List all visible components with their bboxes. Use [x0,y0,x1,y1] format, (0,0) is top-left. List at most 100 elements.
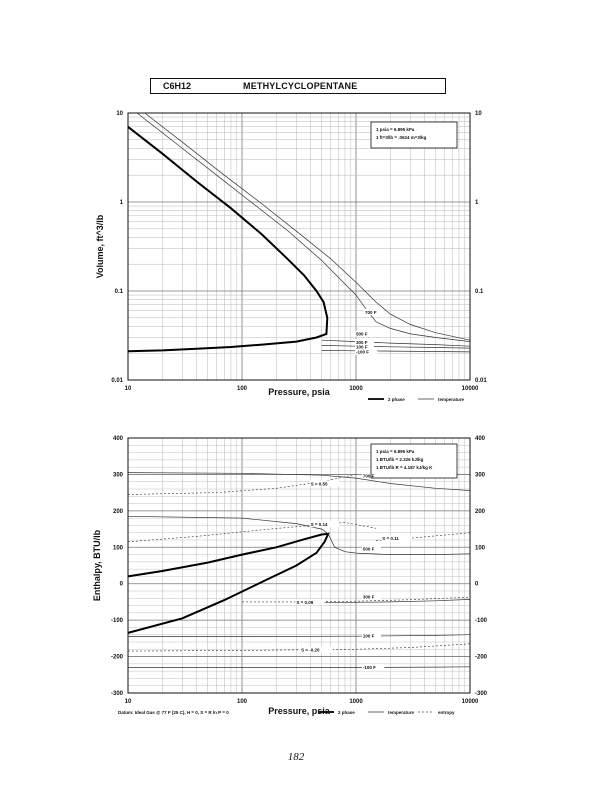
y-tick-label-right: 0.1 [475,289,484,295]
y-tick-label: 200 [113,509,124,515]
legend-label: temperature [438,397,465,402]
y-tick-label-right: 200 [475,509,486,515]
series-line-s-0-55 [127,474,357,495]
series-line-500-f [127,515,471,555]
x-axis-title: Pressure, psia [268,706,331,716]
y-tick-label-right: -300 [475,691,488,697]
curve-label-bg [361,632,381,639]
curve-label-bg [355,330,374,337]
y-tick-label-right: 1 [475,200,479,206]
y-tick-label: -100 [111,618,124,624]
series-line-s-0-14 [127,522,377,543]
chemical-formula: C6H12 [163,81,192,91]
curve-label-bg [309,480,339,487]
y-tick-label-right: -200 [475,655,488,661]
x-tick-label: 1000 [349,386,363,392]
legend-label: 2 phase [338,710,355,715]
curve-label: S = 0.09 [296,600,313,605]
curve-label: 500 F [356,332,368,337]
curve-label: S = 0.55 [311,481,328,486]
y-tick-label: 0 [120,582,124,588]
curve-label: 500 F [363,547,375,552]
y-axis-title: Enthalpy, BTU/lb [92,529,102,601]
x-tick-label: 10 [125,386,132,392]
curve-label: -100 F [363,665,376,670]
series-line--100-f [321,350,471,353]
y-tick-label: 1 [120,200,124,206]
y-tick-label-right: 100 [475,545,486,551]
curve-label-bg [355,348,378,355]
curve-label: 100 F [363,634,375,639]
y-tick-label-right: -100 [475,618,488,624]
y-tick-label-right: 10 [475,111,482,117]
x-tick-label: 100 [237,386,248,392]
curve-label: 100 F [356,345,368,350]
curve-label-bg [381,535,411,541]
curve-label: S = -0.20 [301,647,320,652]
x-tick-label: 10000 [462,699,479,705]
y-tick-label: 400 [113,436,124,442]
curve-label-bg [355,338,374,345]
legend-label: entropy [438,710,455,715]
series-line-700-f [144,112,471,341]
chart-1 [127,112,471,400]
y-tick-label-right: 300 [475,472,486,478]
y-tick-label: 0.01 [111,378,123,384]
y-tick-label: 10 [116,111,123,117]
y-tick-label: -300 [111,691,124,697]
y-tick-label-right: 0 [475,582,479,588]
conversion-box [370,121,458,149]
curve-label-bg [361,545,381,552]
plot-frame [127,437,471,694]
x-tick-label: 1000 [349,699,363,705]
conversion-text: 1 psia = 6.895 kPa [376,127,415,132]
series-line-100-f [321,345,471,349]
page-number: 182 [287,751,305,763]
title-box: C6H12 METHYLCYCLOPENTANE [150,78,446,94]
x-tick-label: 10000 [462,386,479,392]
conversion-text: 1 ft^3/lb = .0624 m^3/kg [376,135,427,140]
y-tick-label: -200 [111,655,124,661]
x-tick-label: 100 [237,699,248,705]
legend-label: 2 phase [388,397,405,402]
curve-label: 700 F [363,473,375,478]
conversion-text: 1 psia = 6.895 kPa [376,449,415,454]
legend-label: temperature [388,710,415,715]
conversion-box [370,443,458,479]
datum-footnote: Datum: Ideal Gas @ 77 F (25 C), H = 0, S… [118,710,229,715]
curve-label-bg [361,593,381,600]
plot-frame [127,112,471,381]
conversion-text: 1 BTU/lb = 2.326 kJ/kg [376,457,424,462]
y-axis-title: Volume, ft^3/lb [95,214,105,278]
curve-label-bg [309,521,339,528]
series-line-700-f [127,472,471,491]
y-tick-label: 100 [113,545,124,551]
compound-name: METHYLCYCLOPENTANE [243,81,358,91]
curve-label-bg [300,646,333,653]
series-line-100-f [128,634,471,637]
curve-label-bg [295,599,325,606]
curve-label-bg [364,309,384,316]
series-line-s-0-09 [242,596,471,603]
x-axis-title: Pressure, psia [268,387,331,397]
y-tick-label: 300 [113,472,124,478]
curve-label: 300 F [363,594,375,599]
curve-label: 300 F [356,340,368,345]
curve-label: S = 0.14 [311,522,328,527]
curve-label: 700 F [365,310,377,315]
curve-label-bg [355,343,374,350]
conversion-text: 1 BTU/lb R = 4.187 kJ/kg K [376,465,433,470]
curve-label: -100 F [356,350,369,355]
series-line--100-f [128,666,471,668]
curve-label-bg [361,663,385,670]
y-tick-label-right: 0.01 [475,378,487,384]
y-tick-label-right: 400 [475,436,486,442]
series-line-300-f [321,339,471,347]
series-line-2-phase [127,126,329,353]
chart-2 [127,437,471,713]
series-line-500-f [136,112,471,342]
series-line-300-f [321,599,471,604]
series-line-s-0-20 [127,643,471,652]
curve-label: S = 0.11 [382,536,399,541]
